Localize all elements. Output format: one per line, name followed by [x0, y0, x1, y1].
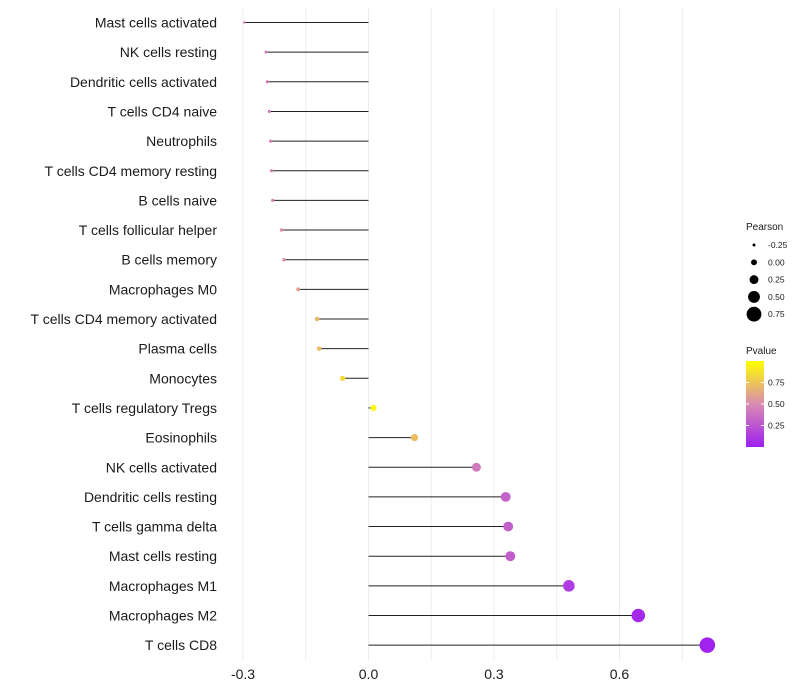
size-legend-label: 0.50 — [768, 292, 785, 302]
lollipop-point — [265, 80, 269, 84]
category-label: Dendritic cells activated — [70, 74, 217, 90]
lollipop-point — [500, 491, 511, 502]
lollipop-point — [471, 462, 481, 472]
size-legend-dot — [746, 306, 762, 322]
lollipop-point — [314, 316, 320, 322]
size-legend-dot — [751, 259, 757, 266]
category-label: NK cells resting — [120, 44, 217, 60]
x-tick-label: 0.0 — [359, 666, 379, 682]
category-label: Eosinophils — [145, 430, 217, 446]
category-label: T cells CD4 naive — [108, 103, 218, 119]
lollipop-point — [243, 21, 246, 24]
category-label: Plasma cells — [138, 341, 217, 357]
lollipop-point — [282, 257, 286, 262]
lollipop-point — [296, 287, 301, 292]
category-label: Dendritic cells resting — [84, 489, 217, 505]
lollipop-point — [279, 228, 284, 232]
lollipop-point — [264, 50, 268, 54]
color-legend-label: 0.50 — [768, 399, 785, 409]
lollipop-point — [339, 375, 346, 381]
category-label: NK cells activated — [106, 459, 217, 475]
category-label: T cells regulatory Tregs — [72, 400, 217, 416]
color-legend-label: 0.25 — [768, 421, 785, 431]
category-label: Mast cells resting — [109, 548, 217, 564]
color-legend-label: 0.75 — [768, 378, 785, 388]
category-label: Macrophages M0 — [109, 281, 217, 297]
lollipop-point — [563, 580, 575, 592]
size-legend-label: -0.25 — [768, 240, 788, 250]
category-label: Macrophages M2 — [109, 608, 217, 624]
category-label: B cells naive — [138, 192, 217, 208]
lollipop-point — [271, 198, 275, 203]
lollipop-point — [267, 109, 271, 114]
lollipop-point — [316, 346, 322, 351]
x-tick-label: 0.6 — [610, 666, 630, 682]
category-label: Monocytes — [149, 370, 217, 386]
size-legend-dot — [749, 275, 759, 285]
lollipop-point — [370, 404, 377, 411]
lollipop-point — [269, 169, 274, 173]
x-tick-label: 0.3 — [484, 666, 504, 682]
size-legend-dot — [748, 290, 760, 303]
size-legend-dot — [752, 243, 756, 247]
size-legend-label: 0.75 — [768, 309, 785, 319]
lollipop-point — [505, 551, 516, 562]
lollipop-point — [269, 139, 273, 143]
lollipop-point — [699, 637, 716, 653]
category-label: T cells follicular helper — [79, 222, 218, 238]
category-label: T cells CD8 — [145, 637, 217, 653]
lollipop-point — [410, 433, 419, 442]
category-label: T cells gamma delta — [92, 519, 217, 535]
size-legend-title: Pearson — [746, 222, 783, 233]
category-label: Neutrophils — [146, 133, 217, 149]
category-label: T cells CD4 memory resting — [45, 163, 217, 179]
size-legend-label: 0.00 — [768, 257, 785, 267]
category-label: Mast cells activated — [95, 15, 217, 31]
lollipop-point — [503, 521, 514, 532]
x-tick-label: -0.3 — [231, 666, 255, 682]
category-label: Macrophages M1 — [109, 578, 217, 594]
category-label: B cells memory — [121, 252, 217, 268]
category-label: T cells CD4 memory activated — [31, 311, 217, 327]
size-legend-label: 0.25 — [768, 275, 785, 285]
color-legend-title: Pvalue — [746, 346, 777, 357]
color-legend-bar — [746, 361, 764, 447]
lollipop-point — [631, 608, 646, 623]
